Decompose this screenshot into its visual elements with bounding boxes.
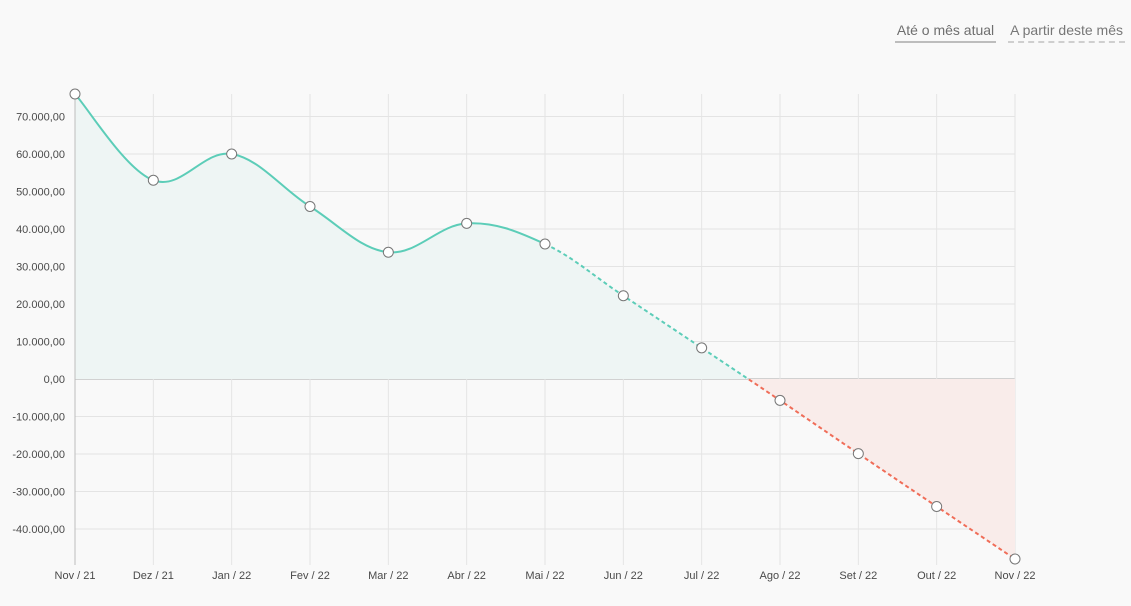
data-point[interactable]	[696, 342, 708, 354]
x-tick-label: Set / 22	[839, 570, 877, 582]
x-tick-label: Mai / 22	[525, 570, 564, 582]
data-point[interactable]	[617, 290, 629, 302]
x-tick-label: Jun / 22	[604, 570, 643, 582]
data-point[interactable]	[1009, 553, 1021, 565]
x-tick-label: Out / 22	[917, 570, 956, 582]
y-tick-label: -20.000,00	[12, 449, 65, 461]
positive-area	[75, 94, 1015, 379]
x-tick-label: Jul / 22	[684, 570, 719, 582]
data-point[interactable]	[69, 88, 81, 100]
y-tick-label: 40.000,00	[16, 224, 65, 236]
until-current-month-toggle[interactable]: Até o mês atual	[894, 20, 997, 43]
data-point[interactable]	[852, 448, 864, 460]
data-point[interactable]	[304, 201, 316, 212]
y-tick-label: -10.000,00	[12, 412, 65, 424]
data-point[interactable]	[147, 174, 159, 186]
data-point[interactable]	[461, 217, 473, 229]
area-fills	[75, 94, 1015, 559]
y-tick-label: 50.000,00	[16, 187, 65, 199]
y-tick-label: 60.000,00	[16, 149, 65, 161]
y-tick-label: 10.000,00	[16, 337, 65, 349]
x-tick-label: Nov / 22	[995, 570, 1036, 582]
negative-area	[75, 379, 1015, 559]
data-point[interactable]	[539, 238, 551, 250]
x-tick-label: Nov / 21	[55, 570, 96, 582]
from-this-month-toggle[interactable]: A partir deste mês	[1008, 20, 1125, 43]
x-tick-label: Abr / 22	[447, 570, 486, 582]
y-tick-label: -30.000,00	[12, 487, 65, 499]
x-tick-label: Mar / 22	[368, 570, 408, 582]
data-point[interactable]	[382, 246, 394, 258]
data-points	[69, 88, 1021, 565]
data-point[interactable]	[931, 501, 943, 512]
y-tick-label: 20.000,00	[16, 299, 65, 311]
axes: 70.000,00 60.000,00 50.000,00 40.000,00 30.0…	[12, 94, 1035, 582]
y-tick-label: 30.000,00	[16, 262, 65, 274]
y-tick-label: -40.000,00	[12, 524, 65, 536]
x-tick-label: Fev / 22	[290, 570, 330, 582]
data-point[interactable]	[774, 394, 786, 406]
view-toggle-group: Até o mês atual A partir deste mês	[894, 20, 1125, 43]
x-tick-label: Jan / 22	[212, 570, 251, 582]
x-tick-label: Ago / 22	[760, 570, 801, 582]
x-tick-label: Dez / 21	[133, 570, 174, 582]
y-tick-label: 0,00	[44, 374, 65, 386]
y-tick-label: 70.000,00	[16, 112, 65, 124]
data-point[interactable]	[226, 148, 238, 160]
